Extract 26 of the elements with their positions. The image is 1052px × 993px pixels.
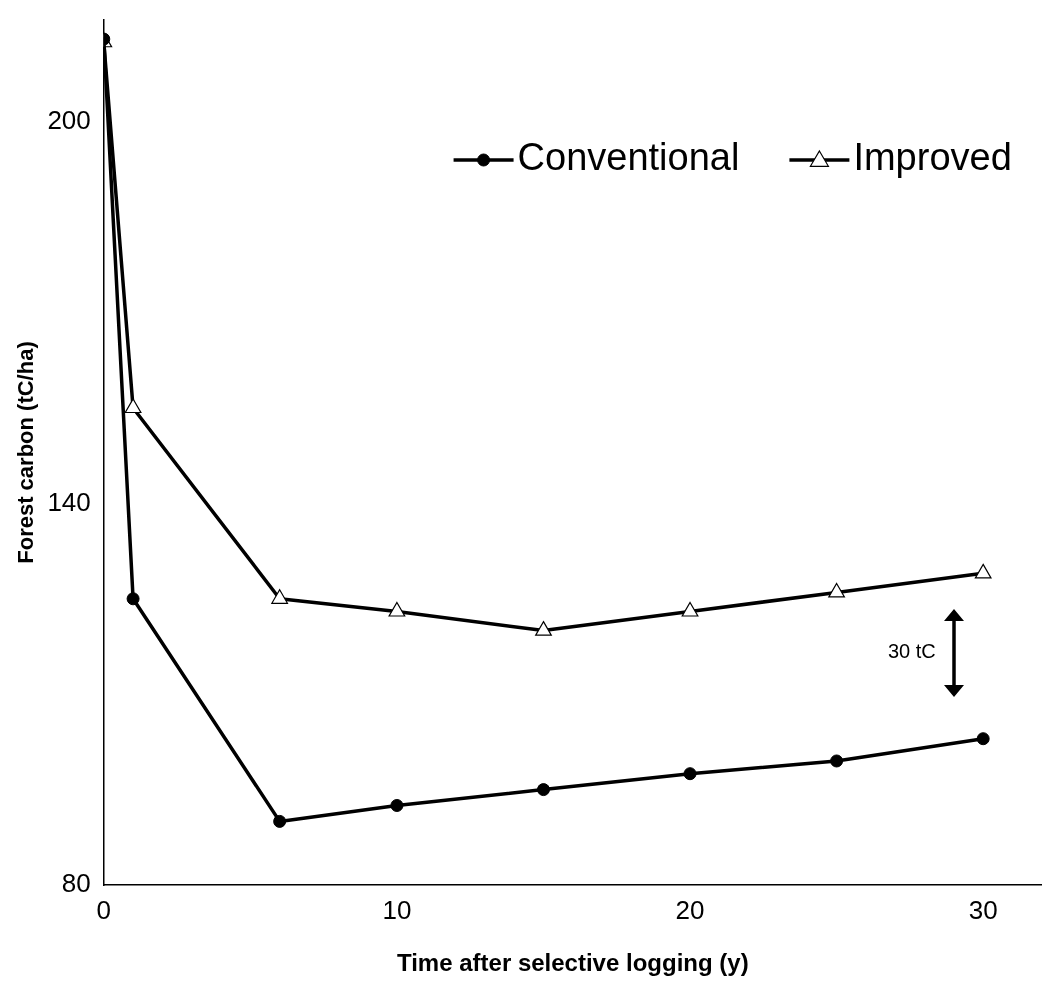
point (126, 592, 140, 606)
point (974, 563, 992, 579)
x-tick-label: 0 (96, 894, 112, 925)
point (124, 398, 142, 414)
y-tick-label: 80 (61, 868, 91, 899)
x-tick-label: 30 (968, 894, 998, 925)
point (681, 601, 699, 617)
legend-label: Improved (853, 136, 1012, 179)
annotation: 30 tC (887, 640, 936, 663)
point (390, 799, 404, 812)
y-tick-label: 200 (47, 104, 91, 135)
point (683, 767, 697, 781)
legend-label: Conventional (517, 136, 740, 179)
point (976, 732, 990, 746)
x-tick-label: 20 (675, 894, 705, 925)
point (535, 620, 552, 636)
point (388, 601, 406, 617)
y-tick-label: 140 (47, 486, 91, 517)
x-tick-label: 10 (382, 894, 412, 925)
x-axis-title: Time after selective logging (y) (396, 949, 749, 977)
point (273, 814, 287, 828)
point (828, 582, 845, 598)
point (536, 783, 550, 797)
y-axis-title: Forest carbon (tC/ha) (13, 341, 39, 564)
point (271, 589, 289, 604)
point (830, 754, 844, 768)
